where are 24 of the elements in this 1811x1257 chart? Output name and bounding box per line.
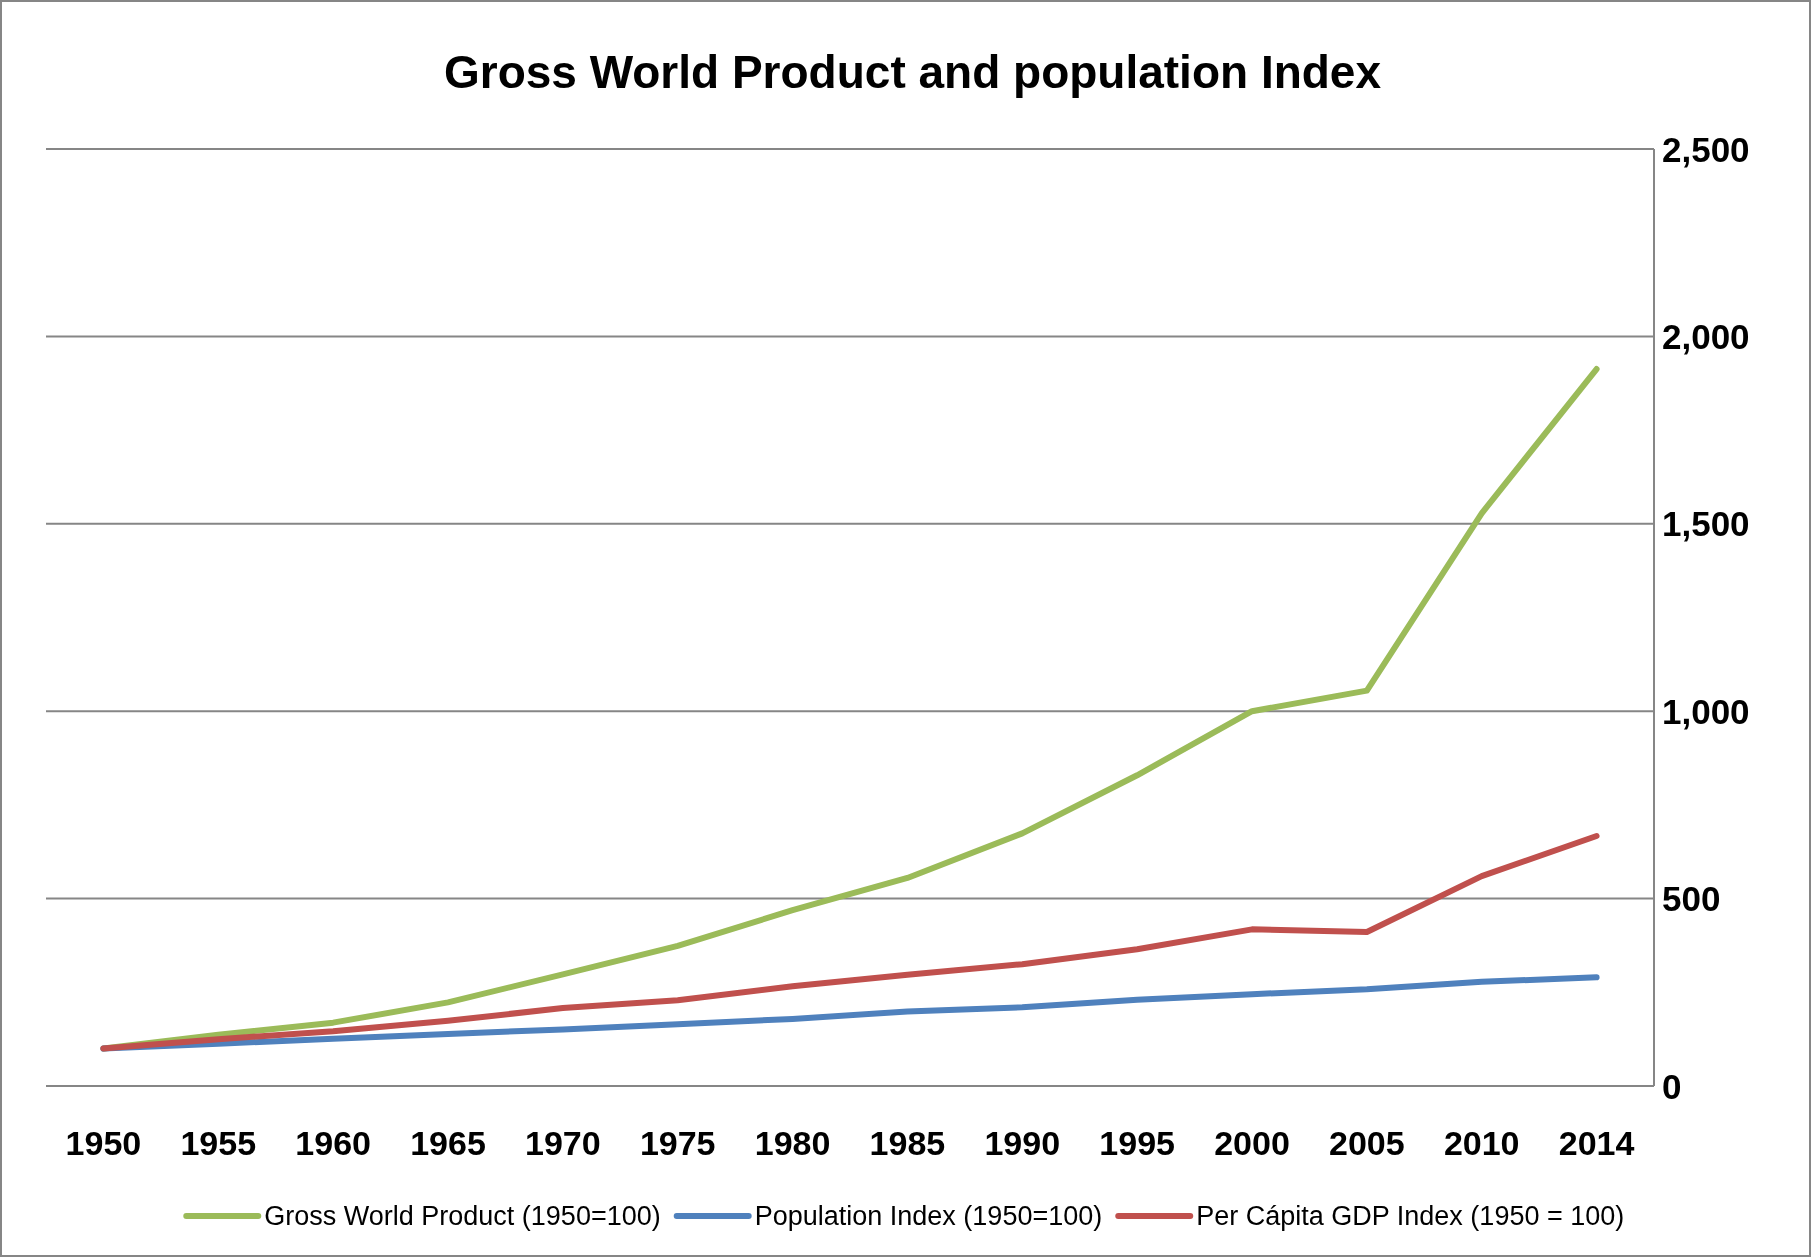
x-tick-label: 1975 — [639, 1124, 716, 1162]
x-tick-label: 1960 — [295, 1124, 371, 1162]
y-tick-label: 2,500 — [1662, 129, 1750, 169]
x-tick-label: 1955 — [180, 1124, 257, 1162]
x-tick-label: 1980 — [754, 1124, 831, 1162]
x-tick-label: 2000 — [1214, 1124, 1290, 1162]
y-tick-label: 500 — [1662, 879, 1721, 919]
x-tick-label: 1965 — [410, 1124, 486, 1162]
y-tick-label: 0 — [1662, 1066, 1682, 1106]
legend-label: Population Index (1950=100) — [754, 1201, 1103, 1231]
legend-label: Per Cápita GDP Index (1950 = 100) — [1196, 1201, 1625, 1231]
x-tick-label: 2014 — [1558, 1124, 1635, 1162]
x-tick-label: 1950 — [65, 1124, 142, 1162]
x-tick-label: 1990 — [984, 1124, 1061, 1162]
y-tick-label: 1,500 — [1662, 504, 1750, 544]
x-tick-label: 2010 — [1443, 1124, 1520, 1162]
y-tick-label: 2,000 — [1662, 316, 1750, 356]
x-tick-label: 1995 — [1099, 1124, 1175, 1162]
x-tick-label: 2005 — [1329, 1124, 1405, 1162]
y-tick-label: 1,000 — [1662, 691, 1750, 731]
legend-label: Gross World Product (1950=100) — [264, 1201, 661, 1231]
chart-title: Gross World Product and population Index — [443, 46, 1382, 98]
x-tick-label: 1970 — [525, 1124, 601, 1162]
x-tick-label: 1985 — [869, 1124, 946, 1162]
